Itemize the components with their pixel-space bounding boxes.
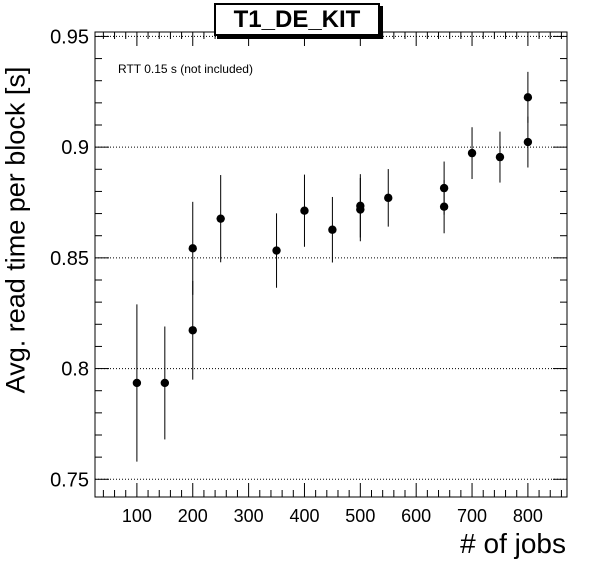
chart-annotation: RTT 0.15 s (not included) xyxy=(118,62,253,76)
data-point xyxy=(188,326,197,335)
grid-lines xyxy=(95,35,567,480)
x-tick-label: 600 xyxy=(401,506,431,526)
data-points xyxy=(132,71,533,462)
data-point xyxy=(160,378,170,388)
x-tick-label: 300 xyxy=(234,506,264,526)
data-point xyxy=(272,246,281,255)
data-point xyxy=(523,137,533,147)
x-axis-label: # of jobs xyxy=(460,528,566,559)
x-tick-label: 800 xyxy=(513,506,543,526)
chart-title: T1_DE_KIT xyxy=(214,3,380,36)
y-tick-label: 0.95 xyxy=(50,26,89,48)
data-point xyxy=(384,193,393,203)
data-point xyxy=(188,244,197,253)
data-point xyxy=(495,152,505,162)
x-tick-label: 200 xyxy=(178,506,208,526)
axis-ticks xyxy=(95,32,567,497)
data-point xyxy=(467,148,477,158)
tick-labels: 0.75 0.8 0.85 0.9 0.95 100 200 300 400 500 600 700 8… xyxy=(50,26,543,526)
data-point xyxy=(439,202,449,211)
data-point xyxy=(300,206,309,215)
y-tick-label: 0.9 xyxy=(61,137,89,159)
data-point xyxy=(132,378,142,388)
data-point xyxy=(356,205,365,214)
plot-frame xyxy=(94,31,568,498)
x-tick-label: 100 xyxy=(122,506,152,526)
y-tick-label: 0.85 xyxy=(50,248,89,270)
x-tick-label: 400 xyxy=(289,506,319,526)
data-point xyxy=(523,93,533,102)
data-point xyxy=(216,214,225,223)
x-tick-label: 700 xyxy=(457,506,487,526)
y-tick-label: 0.8 xyxy=(61,359,89,381)
y-axis-label: Avg. read time per block [s] xyxy=(0,66,31,394)
x-tick-label: 500 xyxy=(345,506,375,526)
data-point xyxy=(328,225,337,234)
y-tick-label: 0.75 xyxy=(50,469,89,491)
